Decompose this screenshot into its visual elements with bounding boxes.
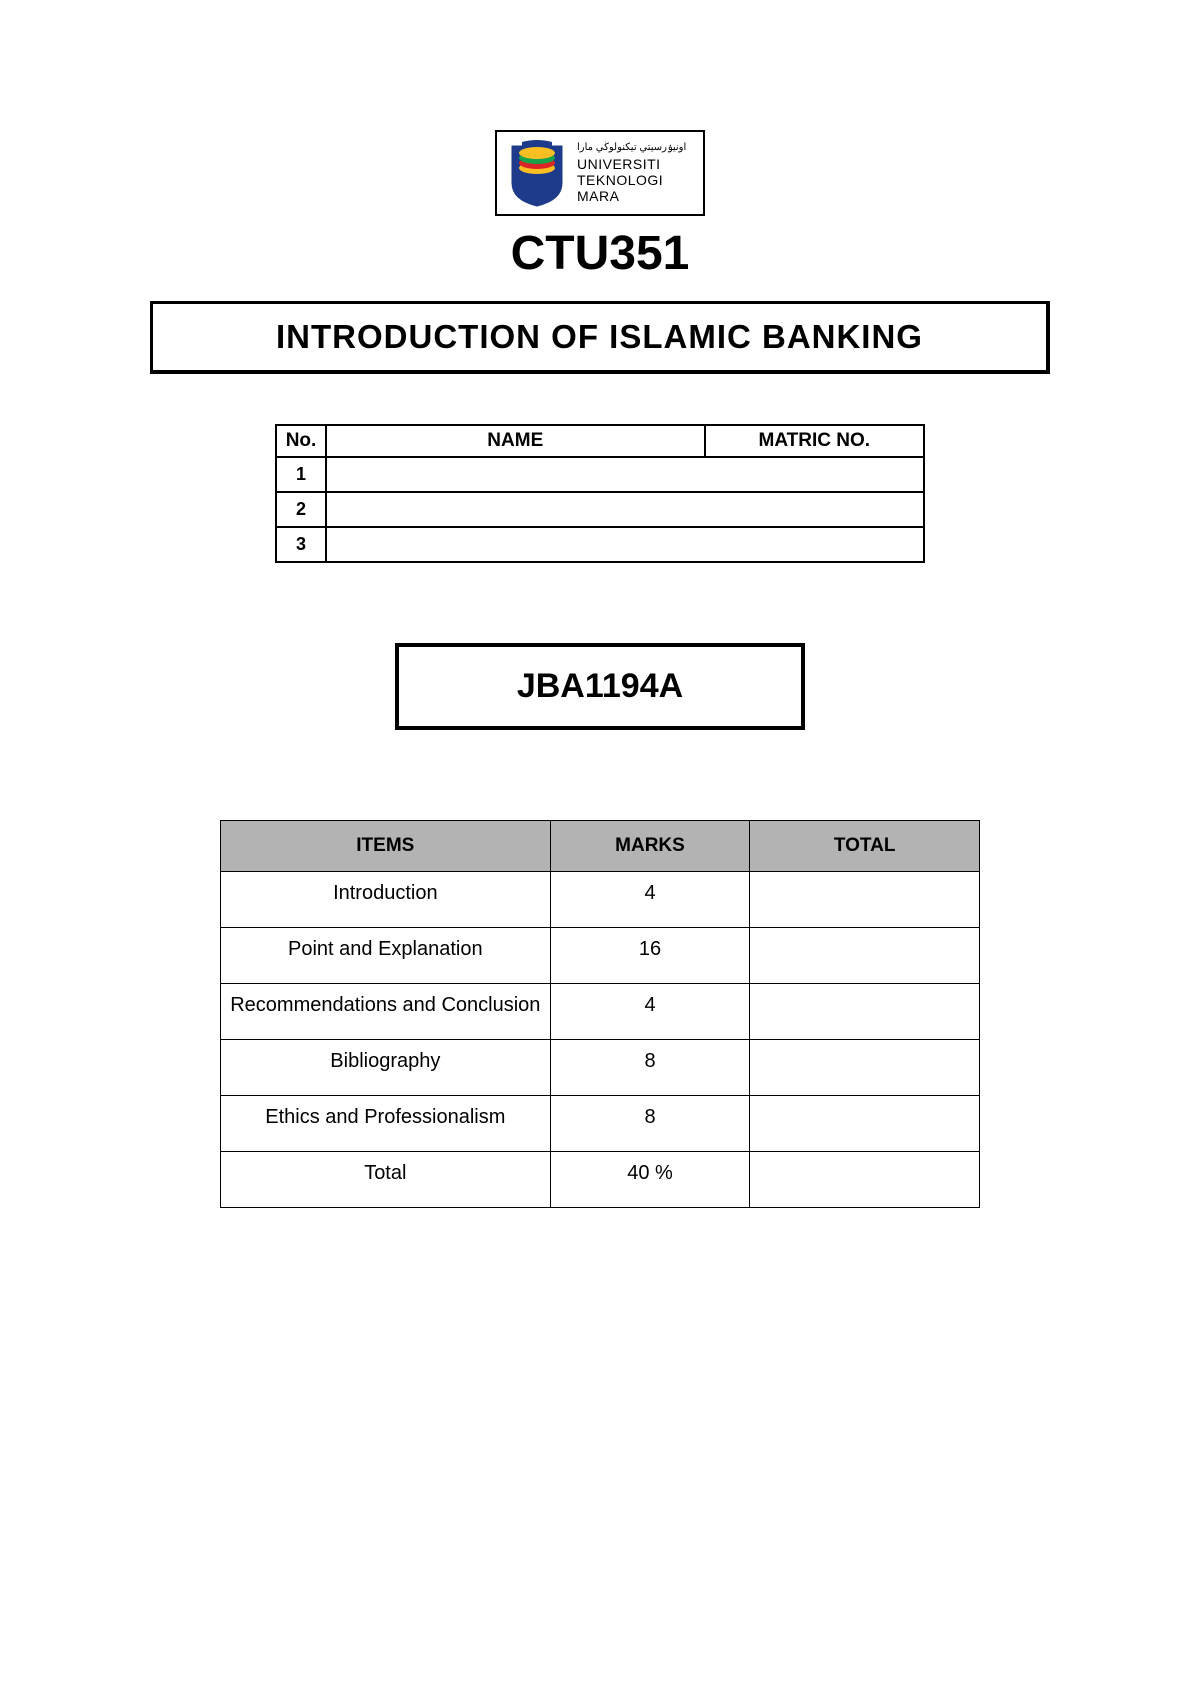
name-table: No. NAME MATRIC NO. 1 2 3 [275, 424, 925, 563]
marks-table-header-row: ITEMS MARKS TOTAL [221, 821, 980, 872]
marks-table: ITEMS MARKS TOTAL Introduction 4 Point a… [220, 820, 980, 1208]
table-row: 2 [276, 492, 924, 527]
cell-total [750, 1152, 980, 1208]
logo-text: اونيۏرسيتي تيكنولوڬي مارا UNIVERSITI TEK… [577, 142, 686, 204]
cell-total [750, 928, 980, 984]
cell-matric [705, 492, 924, 527]
cell-marks: 8 [550, 1096, 750, 1152]
cell-item: Total [221, 1152, 551, 1208]
class-code: JBA1194A [517, 667, 683, 705]
header-no: No. [276, 425, 326, 457]
logo-line1: UNIVERSITI [577, 156, 686, 172]
header-matric: MATRIC NO. [705, 425, 924, 457]
cell-no: 2 [276, 492, 326, 527]
class-box: JBA1194A [395, 643, 805, 730]
cell-no: 1 [276, 457, 326, 492]
table-row: Total 40 % [221, 1152, 980, 1208]
cell-name [326, 492, 705, 527]
course-code: CTU351 [150, 226, 1050, 281]
uitm-crest-icon [507, 138, 567, 208]
table-row: Recommendations and Conclusion 4 [221, 984, 980, 1040]
cell-name [326, 527, 705, 562]
cell-matric [705, 457, 924, 492]
header-total: TOTAL [750, 821, 980, 872]
cell-item: Introduction [221, 872, 551, 928]
logo-line3: MARA [577, 188, 686, 204]
logo-arabic: اونيۏرسيتي تيكنولوڬي مارا [577, 142, 686, 154]
name-table-header-row: No. NAME MATRIC NO. [276, 425, 924, 457]
cell-item: Recommendations and Conclusion [221, 984, 551, 1040]
cell-marks: 4 [550, 984, 750, 1040]
table-row: Introduction 4 [221, 872, 980, 928]
page: اونيۏرسيتي تيكنولوڬي مارا UNIVERSITI TEK… [0, 0, 1200, 1208]
cell-item: Point and Explanation [221, 928, 551, 984]
header-marks: MARKS [550, 821, 750, 872]
title-box: INTRODUCTION OF ISLAMIC BANKING [150, 301, 1050, 374]
logo-inner: اونيۏرسيتي تيكنولوڬي مارا UNIVERSITI TEK… [507, 138, 693, 208]
logo-line2: TEKNOLOGI [577, 172, 686, 188]
logo-box: اونيۏرسيتي تيكنولوڬي مارا UNIVERSITI TEK… [495, 130, 705, 216]
table-row: Ethics and Professionalism 8 [221, 1096, 980, 1152]
table-row: 3 [276, 527, 924, 562]
cell-no: 3 [276, 527, 326, 562]
table-row: Bibliography 8 [221, 1040, 980, 1096]
logo-container: اونيۏرسيتي تيكنولوڬي مارا UNIVERSITI TEK… [150, 130, 1050, 216]
cell-total [750, 872, 980, 928]
cell-marks: 8 [550, 1040, 750, 1096]
cell-marks: 4 [550, 872, 750, 928]
cell-item: Ethics and Professionalism [221, 1096, 551, 1152]
cell-marks: 16 [550, 928, 750, 984]
cell-matric [705, 527, 924, 562]
cell-marks: 40 % [550, 1152, 750, 1208]
cell-total [750, 1040, 980, 1096]
table-row: Point and Explanation 16 [221, 928, 980, 984]
title-text: INTRODUCTION OF ISLAMIC BANKING [276, 318, 923, 355]
header-name: NAME [326, 425, 705, 457]
cell-total [750, 984, 980, 1040]
cell-name [326, 457, 705, 492]
table-row: 1 [276, 457, 924, 492]
header-items: ITEMS [221, 821, 551, 872]
cell-item: Bibliography [221, 1040, 551, 1096]
cell-total [750, 1096, 980, 1152]
